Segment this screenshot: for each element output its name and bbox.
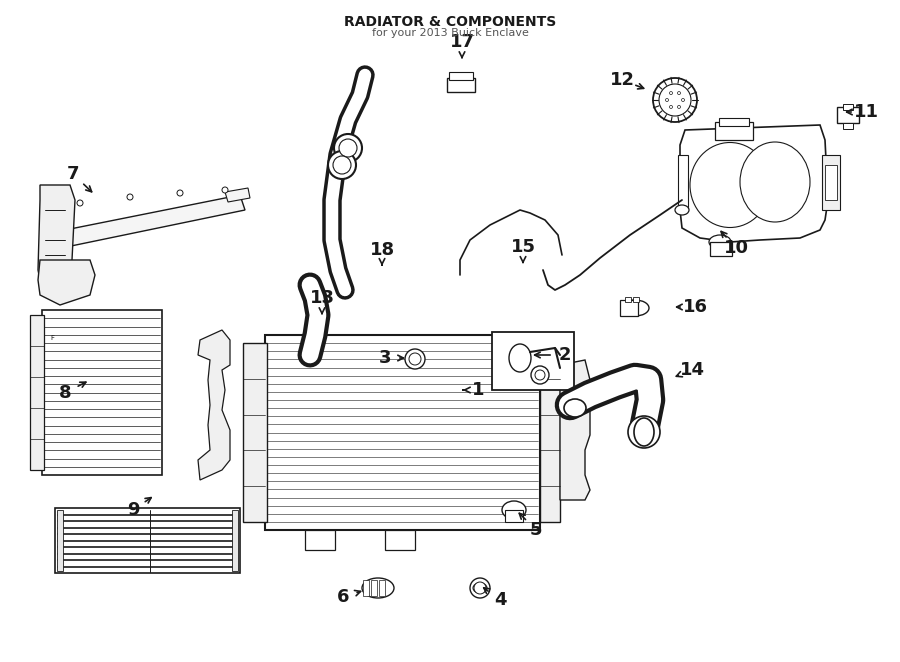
Text: 6: 6 <box>337 588 349 606</box>
Bar <box>620 300 638 316</box>
Text: 8: 8 <box>58 384 71 402</box>
Circle shape <box>333 156 351 174</box>
Circle shape <box>681 99 685 101</box>
Circle shape <box>77 200 83 206</box>
Bar <box>55 508 240 573</box>
Polygon shape <box>38 260 95 305</box>
Circle shape <box>222 187 228 193</box>
Ellipse shape <box>709 235 731 249</box>
Text: for your 2013 Buick Enclave: for your 2013 Buick Enclave <box>372 28 528 38</box>
Bar <box>379 580 385 596</box>
Text: 2: 2 <box>559 346 572 364</box>
Bar <box>678 155 688 210</box>
Ellipse shape <box>690 142 770 228</box>
Circle shape <box>628 416 660 448</box>
Bar <box>492 332 574 390</box>
Bar <box>363 580 369 596</box>
Text: 15: 15 <box>510 238 536 256</box>
Circle shape <box>670 91 672 95</box>
Circle shape <box>334 134 362 162</box>
Text: 12: 12 <box>609 71 634 89</box>
Bar <box>843 104 853 110</box>
Ellipse shape <box>362 578 394 598</box>
Ellipse shape <box>621 300 649 316</box>
Bar <box>715 122 753 140</box>
Text: 10: 10 <box>724 239 749 257</box>
Text: RADIATOR & COMPONENTS: RADIATOR & COMPONENTS <box>344 15 556 29</box>
Bar <box>822 155 840 210</box>
Polygon shape <box>680 125 828 242</box>
Text: 7: 7 <box>67 165 79 183</box>
Text: F: F <box>50 335 54 341</box>
Polygon shape <box>560 360 590 500</box>
Text: 16: 16 <box>682 298 707 316</box>
Text: 1: 1 <box>472 381 484 399</box>
Bar <box>710 242 732 256</box>
Text: 5: 5 <box>530 521 542 539</box>
Circle shape <box>127 194 133 200</box>
Bar <box>305 530 335 550</box>
Bar <box>625 297 631 302</box>
Bar <box>633 297 639 302</box>
Polygon shape <box>38 185 75 280</box>
Circle shape <box>177 190 183 196</box>
Text: 4: 4 <box>494 591 506 609</box>
Text: 9: 9 <box>127 501 140 519</box>
Circle shape <box>328 151 356 179</box>
Ellipse shape <box>675 205 689 215</box>
Circle shape <box>665 99 669 101</box>
Bar <box>843 123 853 129</box>
Ellipse shape <box>502 501 526 519</box>
Circle shape <box>405 349 425 369</box>
Ellipse shape <box>740 142 810 222</box>
Circle shape <box>678 91 680 95</box>
Text: 13: 13 <box>310 289 335 307</box>
Circle shape <box>653 78 697 122</box>
Ellipse shape <box>634 418 654 446</box>
Text: 17: 17 <box>449 33 474 51</box>
Circle shape <box>470 578 490 598</box>
Polygon shape <box>198 330 230 480</box>
Bar <box>505 510 523 522</box>
Bar <box>385 530 415 550</box>
Polygon shape <box>40 195 245 252</box>
Polygon shape <box>225 188 250 202</box>
Bar <box>371 580 377 596</box>
Text: 3: 3 <box>379 349 392 367</box>
Circle shape <box>670 105 672 109</box>
Circle shape <box>659 84 691 116</box>
Bar <box>265 335 540 530</box>
Bar <box>719 118 749 126</box>
Bar <box>837 107 859 123</box>
Ellipse shape <box>564 399 586 417</box>
Text: 14: 14 <box>680 361 705 379</box>
Circle shape <box>474 582 486 594</box>
Circle shape <box>339 139 357 157</box>
Bar <box>540 343 560 522</box>
Text: 18: 18 <box>369 241 394 259</box>
Ellipse shape <box>509 344 531 372</box>
Bar <box>42 310 162 475</box>
Bar <box>57 510 63 571</box>
Circle shape <box>531 366 549 384</box>
Bar <box>825 165 837 200</box>
Bar <box>447 78 475 92</box>
Circle shape <box>678 105 680 109</box>
Circle shape <box>409 353 421 365</box>
Bar <box>243 343 267 522</box>
Bar <box>449 72 473 80</box>
Circle shape <box>535 370 545 380</box>
Bar <box>232 510 238 571</box>
Ellipse shape <box>473 583 487 593</box>
Bar <box>30 315 44 470</box>
Text: 11: 11 <box>853 103 878 121</box>
